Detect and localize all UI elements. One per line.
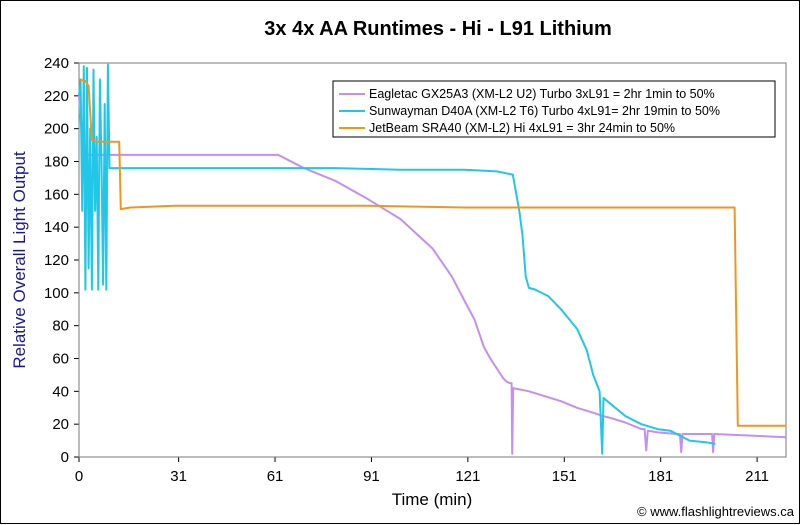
- x-tick-label: 211: [745, 468, 769, 485]
- x-axis-title: Time (min): [392, 490, 473, 509]
- y-tick-label: 240: [44, 55, 69, 72]
- y-tick-label: 20: [52, 416, 69, 433]
- y-axis-title: Relative Overall Light Output: [10, 151, 29, 369]
- credit-text: © www.flashlightreviews.ca: [637, 504, 795, 519]
- chart-title: 3x 4x AA Runtimes - Hi - L91 Lithium: [264, 18, 611, 40]
- y-tick-label: 220: [44, 88, 69, 105]
- x-tick-label: 121: [455, 468, 480, 485]
- legend-label-3: JetBeam SRA40 (XM-L2) Hi 4xL91 = 3hr 24m…: [369, 121, 675, 135]
- series-lines: [78, 63, 787, 455]
- y-tick-label: 140: [44, 219, 69, 236]
- legend-label-1: Eagletac GX25A3 (XM-L2 U2) Turbo 3xL91 =…: [369, 87, 715, 101]
- series-line-3: [78, 78, 786, 427]
- y-tick-label: 80: [52, 318, 69, 335]
- legend: Eagletac GX25A3 (XM-L2 U2) Turbo 3xL91 =…: [332, 80, 776, 138]
- legend-box: [332, 80, 776, 138]
- y-tick-label: 100: [44, 285, 69, 302]
- y-tick-label: 60: [52, 351, 69, 368]
- x-tick-label: 61: [267, 468, 284, 485]
- y-tick-label: 200: [44, 121, 69, 138]
- y-axis: 0 20 40 60 80 100 120 140 160 180 200 220 240: [44, 55, 79, 466]
- x-axis: 0 31 61 91 121 151 181 211: [75, 457, 769, 485]
- series-line-2: [78, 63, 716, 455]
- y-tick-label: 0: [61, 449, 69, 466]
- x-tick-label: 31: [170, 468, 187, 485]
- y-tick-label: 40: [52, 383, 69, 400]
- x-tick-label: 91: [363, 468, 380, 485]
- y-tick-label: 160: [44, 186, 69, 203]
- legend-label-2: Sunwayman D40A (XM-L2 T6) Turbo 4xL91= 2…: [369, 104, 720, 118]
- x-tick-label: 181: [648, 468, 673, 485]
- x-tick-label: 0: [75, 468, 83, 485]
- x-tick-label: 151: [552, 468, 577, 485]
- y-tick-label: 120: [44, 252, 69, 269]
- y-tick-label: 180: [44, 154, 69, 171]
